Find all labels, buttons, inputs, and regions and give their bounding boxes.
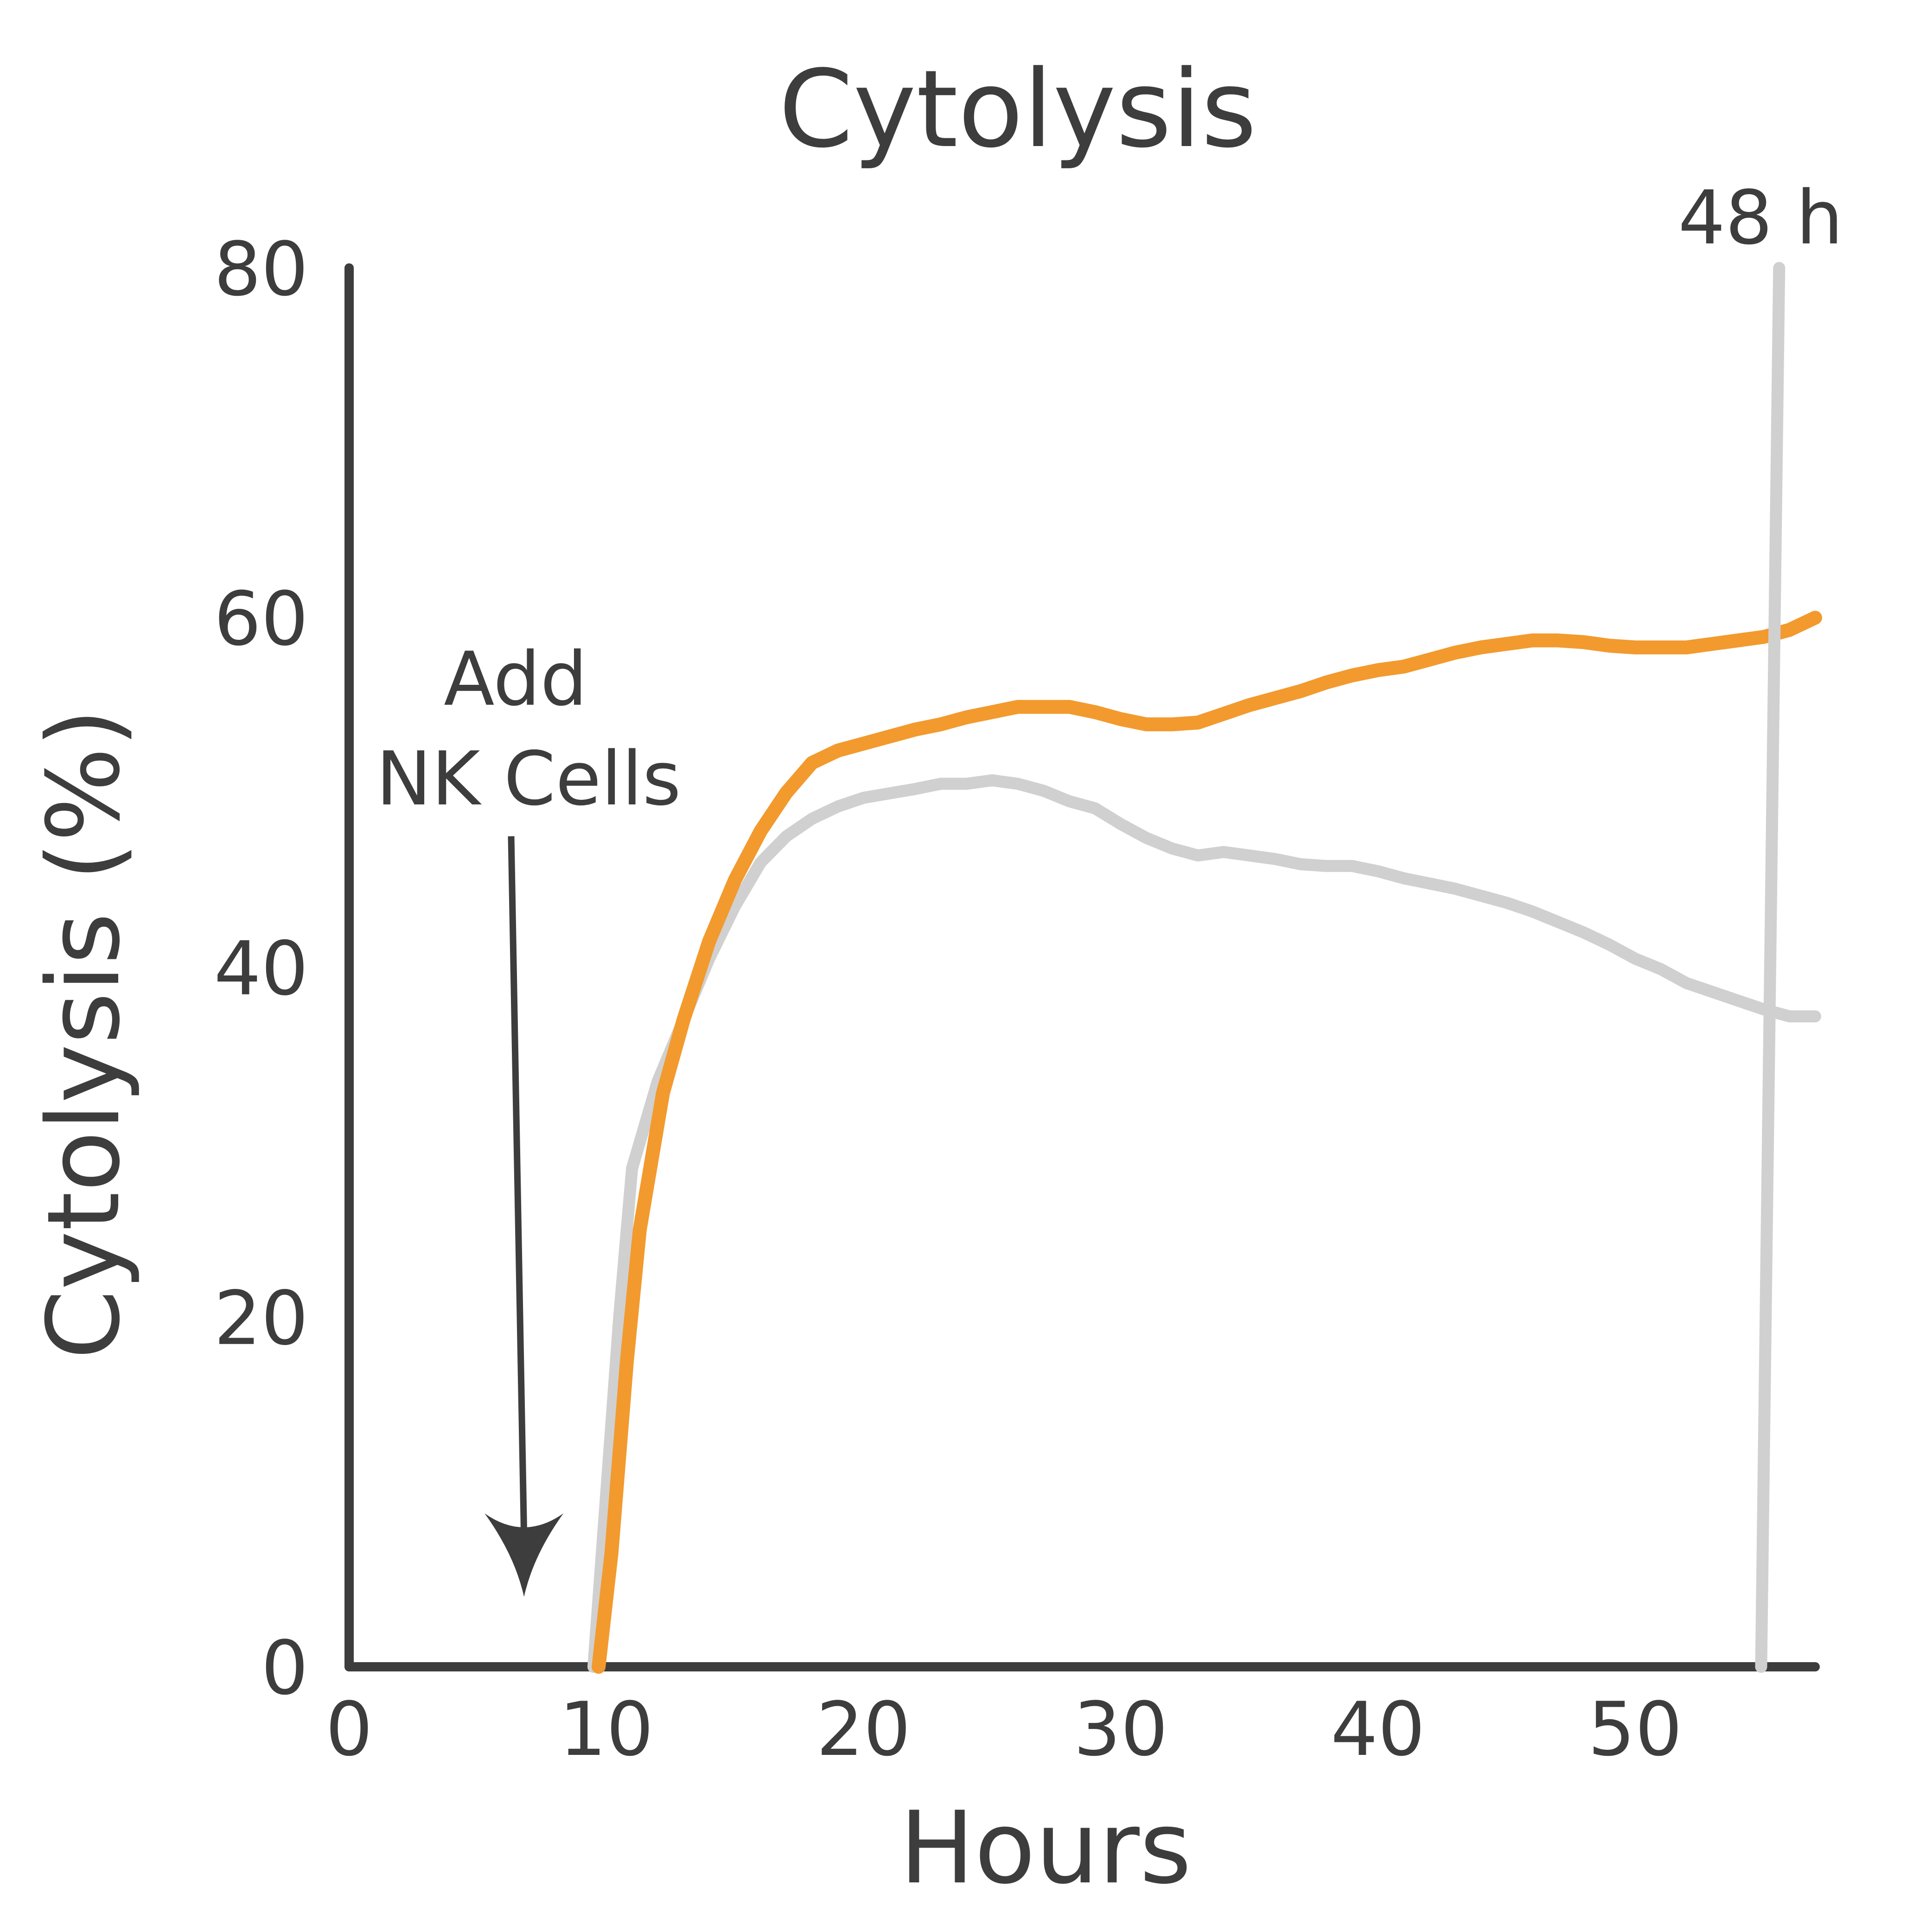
- annotation-arrowhead: [485, 1513, 564, 1597]
- series-line-gray: [587, 774, 1821, 1673]
- annotation-label-line2: NK Cells: [376, 735, 681, 822]
- y-tick-label: 20: [214, 1275, 308, 1362]
- x-tick-label: 20: [816, 1686, 911, 1773]
- x-tick-label: 50: [1588, 1686, 1683, 1773]
- x-axis-label: Hours: [899, 1790, 1192, 1906]
- annotation-label-line1: Add: [444, 636, 587, 722]
- tick-labels: 0 20 40 60 80 0 10 20 30 40 50: [214, 226, 1682, 1773]
- x-tick-label: 0: [325, 1686, 373, 1773]
- x-tick-label: 30: [1073, 1686, 1168, 1773]
- marker-line-48h: [1755, 262, 1785, 1673]
- y-tick-label: 0: [261, 1625, 308, 1711]
- y-tick-label: 80: [214, 226, 308, 312]
- series-lines: [587, 611, 1822, 1674]
- annotation-arrow-shaft: [508, 836, 528, 1537]
- annotations: 48 h Add NK Cells: [376, 174, 1843, 1673]
- chart-title: Cytolysis: [778, 48, 1256, 172]
- x-tick-label: 40: [1331, 1686, 1425, 1773]
- x-tick-label: 10: [559, 1686, 654, 1773]
- y-axis-label: Cytolysis (%): [26, 708, 142, 1359]
- series-line-orange: [592, 611, 1822, 1674]
- axes: [344, 263, 1820, 1671]
- marker-label-48h: 48 h: [1678, 174, 1843, 261]
- y-tick-label: 60: [214, 575, 308, 662]
- y-tick-label: 40: [214, 925, 308, 1012]
